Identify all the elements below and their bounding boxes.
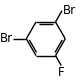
Text: Br: Br [63,4,76,17]
Text: F: F [58,66,65,79]
Text: Br: Br [0,32,13,45]
